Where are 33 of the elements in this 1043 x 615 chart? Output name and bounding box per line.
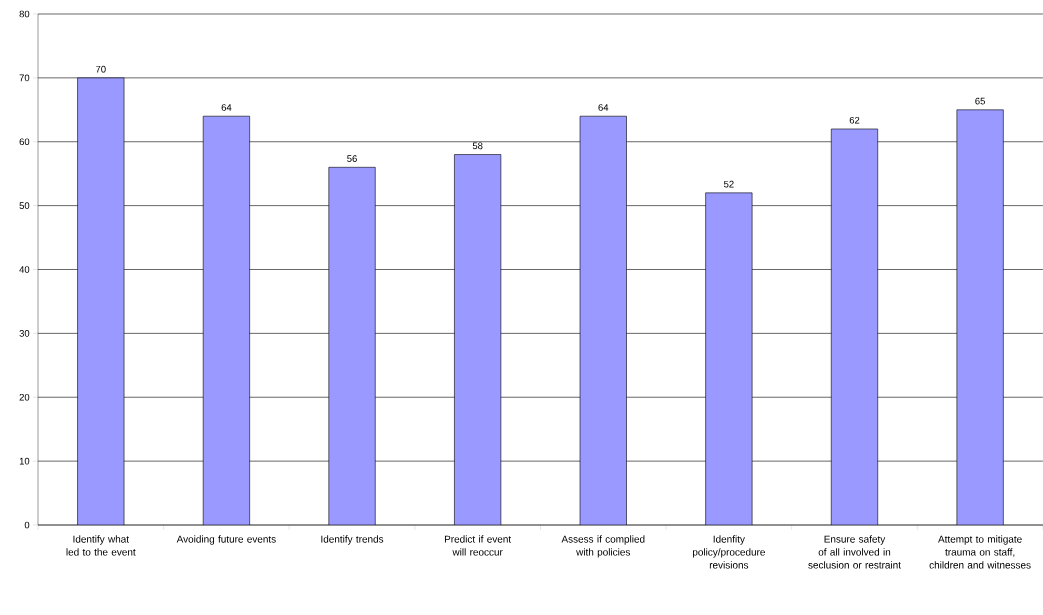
bar — [579, 115, 627, 525]
x-tick-label: Avoiding future events — [176, 535, 276, 545]
data-label: 52 — [723, 180, 734, 188]
bar — [328, 167, 376, 525]
data-label: 70 — [96, 65, 106, 73]
y-tick-label: 0 — [24, 521, 30, 529]
y-tick-label: 50 — [19, 202, 30, 209]
data-label: 62 — [849, 116, 860, 124]
data-label: 58 — [472, 142, 483, 150]
bar — [705, 192, 753, 525]
data-label: 65 — [975, 97, 985, 105]
data-label: 64 — [598, 104, 609, 111]
x-tick-label: Identify what led to the event — [66, 535, 136, 556]
x-tick-label: Idenfity policy/procedure revisions — [692, 535, 765, 569]
x-tick-label: Ensure safety of all involved in seclusion or restraint — [808, 535, 901, 569]
bar — [454, 154, 502, 525]
y-tick-label: 30 — [19, 330, 30, 337]
bar — [956, 109, 1004, 525]
x-tick-label: Attempt to mitigate trauma on staff, children and witnesses — [929, 535, 1031, 569]
bar — [202, 115, 250, 525]
y-tick-label: 20 — [19, 393, 30, 401]
x-tick-label: Identify trends — [321, 535, 384, 545]
bar — [830, 128, 879, 525]
bar — [77, 77, 125, 525]
data-label: 64 — [221, 104, 232, 111]
x-tick-label: Predict if event will reoccur — [444, 535, 512, 556]
x-tick-label: Assess if complied with policies — [561, 535, 645, 558]
y-tick-label: 40 — [19, 266, 30, 273]
y-tick-label: 60 — [19, 138, 30, 146]
y-tick-label: 70 — [19, 74, 30, 82]
data-label: 56 — [347, 155, 357, 162]
y-tick-label: 10 — [19, 457, 30, 465]
y-tick-label: 80 — [19, 10, 30, 18]
